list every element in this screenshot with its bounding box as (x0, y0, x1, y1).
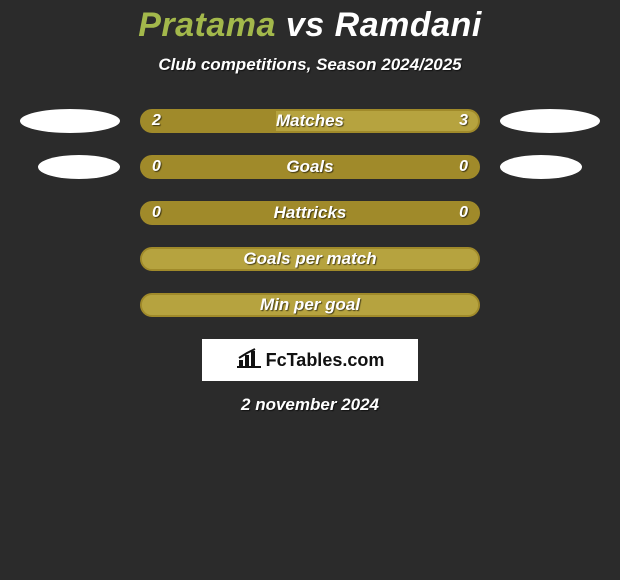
comparison-widget: Pratama vs Ramdani Club competitions, Se… (0, 0, 620, 580)
stat-row: 23Matches (0, 109, 620, 133)
stat-row: 00Goals (0, 155, 620, 179)
stat-bar: Goals per match (140, 247, 480, 271)
player2-name: Ramdani (335, 6, 482, 44)
stat-bar: 23Matches (140, 109, 480, 133)
stat-bar: 00Hattricks (140, 201, 480, 225)
date-text: 2 november 2024 (0, 395, 620, 415)
player1-avatar (20, 109, 120, 133)
brand-box[interactable]: FcTables.com (202, 339, 418, 381)
player2-avatar (500, 109, 600, 133)
title-vs: vs (286, 6, 325, 44)
stat-label: Hattricks (142, 203, 478, 223)
player2-avatar (500, 155, 582, 179)
stat-bar: 00Goals (140, 155, 480, 179)
title: Pratama vs Ramdani (0, 6, 620, 45)
player1-avatar (38, 155, 120, 179)
bar-chart-icon (236, 348, 262, 373)
stat-label: Goals (142, 157, 478, 177)
stat-label: Min per goal (142, 295, 478, 315)
brand-text: FcTables.com (266, 350, 385, 371)
stat-bar: Min per goal (140, 293, 480, 317)
stat-row: Min per goal (0, 293, 620, 317)
stat-label: Matches (142, 111, 478, 131)
stat-label: Goals per match (142, 249, 478, 269)
subtitle: Club competitions, Season 2024/2025 (0, 55, 620, 75)
stat-row: 00Hattricks (0, 201, 620, 225)
stat-rows: 23Matches 00Goals 00Hattricks Goals per mat… (0, 109, 620, 317)
player1-name: Pratama (138, 6, 276, 44)
stat-row: Goals per match (0, 247, 620, 271)
brand: FcTables.com (236, 348, 385, 373)
